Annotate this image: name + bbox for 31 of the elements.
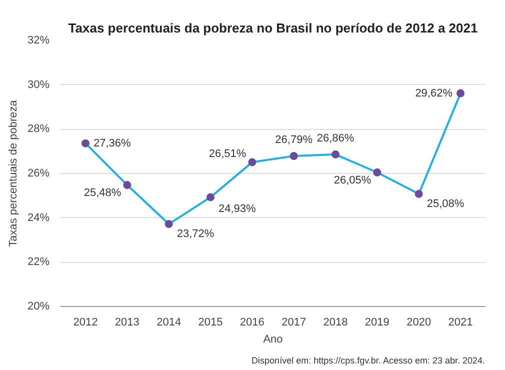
y-tick-label: 28% [27,123,50,136]
x-tick-label: 2015 [198,316,223,328]
y-tick-label: 30% [27,78,50,91]
data-label: 25,48% [84,187,122,200]
chart-title: Taxas percentuais da pobreza no Brasil no período de 2012 a 2021 [68,20,478,36]
data-label: 26,51% [208,148,246,160]
data-label: 29,62% [415,87,453,100]
x-tick-label: 2021 [448,316,473,328]
y-tick-label: 26% [27,168,50,180]
data-label: 23,72% [176,228,214,240]
text: Disponível em: https://cps.fgv.br. Acesso em: 23 abr. 2024. [252,356,486,366]
y-axis-title: Taxas percentuais de pobreza [7,99,20,247]
data-label: 25,08% [426,198,464,210]
data-label: 26,05% [334,174,372,186]
x-tick-label: 2017 [282,316,306,328]
y-tick-label: 32% [27,34,50,46]
y-tick-label: 24% [27,212,50,224]
data-label: 26,79% [275,134,313,146]
x-tick-label: 2020 [406,316,432,328]
x-tick-label: 2019 [364,316,390,328]
data-label: 27,36% [94,137,132,150]
x-tick-label: 2016 [240,316,264,328]
data-label: 26,86% [316,132,354,144]
data-label: 24,93% [218,203,256,216]
x-tick-label: 2012 [73,316,98,328]
x-axis-title: Ano [263,334,283,346]
x-tick-label: 2013 [114,316,140,328]
x-tick-label: 2014 [156,316,182,328]
y-tick-label: 22% [27,256,50,268]
y-tick-label: 20% [27,300,50,312]
x-tick-label: 2018 [323,316,348,328]
